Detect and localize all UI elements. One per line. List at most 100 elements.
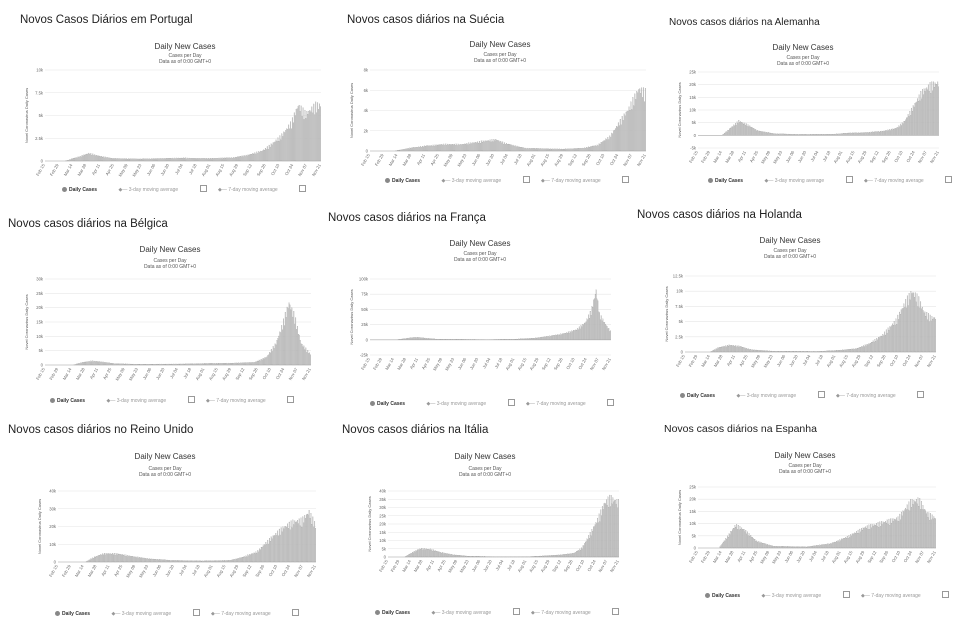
legend-daily[interactable]: Daily Cases xyxy=(385,178,430,184)
bar xyxy=(911,107,912,136)
bar xyxy=(249,362,251,366)
bar xyxy=(450,144,451,152)
legend-daily[interactable]: Daily Cases xyxy=(62,187,107,193)
legend-checkbox[interactable] xyxy=(199,185,207,192)
bar xyxy=(573,148,575,152)
bar xyxy=(869,343,871,353)
bar xyxy=(264,544,266,563)
legend-checkbox[interactable] xyxy=(612,608,620,615)
legend-checkbox[interactable] xyxy=(507,399,515,406)
chart-legend: Daily Cases ◆— 3-day moving average ◆— 7… xyxy=(375,608,629,616)
bar xyxy=(763,131,765,136)
bar xyxy=(502,141,504,152)
bar xyxy=(253,153,255,162)
x-tick-label: Feb 15 xyxy=(688,149,699,163)
legend-checkbox[interactable] xyxy=(187,396,195,403)
bar xyxy=(422,146,424,152)
bar xyxy=(832,542,834,549)
bar xyxy=(412,552,414,558)
legend-3day[interactable]: ◆— 3-day moving average xyxy=(431,610,492,616)
legend-3day[interactable]: ◆— 3-day moving average xyxy=(441,178,502,184)
legend-checkbox[interactable] xyxy=(299,185,307,192)
legend-7day[interactable]: ◆— 7-day moving average xyxy=(525,401,586,407)
legend-daily[interactable]: Daily Cases xyxy=(375,610,420,616)
bar xyxy=(447,553,449,558)
bar xyxy=(576,330,578,340)
legend-3day[interactable]: ◆— 3-day moving average xyxy=(111,611,172,617)
legend-checkbox[interactable] xyxy=(817,391,825,398)
bar xyxy=(596,298,598,340)
bar xyxy=(820,545,822,549)
bar xyxy=(723,345,725,353)
legend-3day[interactable]: ◆— 3-day moving average xyxy=(764,178,825,184)
x-tick-label: Jul 04 xyxy=(178,563,188,576)
legend-daily[interactable]: Daily Cases xyxy=(50,398,95,404)
bar xyxy=(608,507,610,558)
bar xyxy=(618,499,619,558)
legend-7day[interactable]: ◆— 7-day moving average xyxy=(863,178,924,184)
chart-title: Daily New Cases xyxy=(774,451,836,460)
legend-3day[interactable]: ◆— 3-day moving average xyxy=(761,593,822,599)
bar xyxy=(852,534,854,549)
legend-checkbox[interactable] xyxy=(945,176,953,183)
legend-7day[interactable]: ◆— 7-day moving average xyxy=(540,178,601,184)
bar xyxy=(906,117,907,136)
bar xyxy=(297,523,299,563)
x-tick-label: Nov 21 xyxy=(609,558,620,573)
legend-7day[interactable]: ◆— 7-day moving average xyxy=(835,393,896,399)
legend-7day[interactable]: ◆— 7-day moving average xyxy=(530,610,591,616)
legend-3day[interactable]: ◆— 3-day moving average xyxy=(118,187,179,193)
y-tick-label: 5k xyxy=(39,348,44,353)
bar xyxy=(887,129,889,136)
legend-7day[interactable]: ◆— 7-day moving average xyxy=(217,187,278,193)
bar xyxy=(294,520,296,563)
x-tick-label: Feb 29 xyxy=(48,366,59,380)
bar xyxy=(564,554,565,558)
bar xyxy=(80,362,82,366)
legend-checkbox[interactable] xyxy=(192,609,200,616)
panel-heading: Novos casos diários na França xyxy=(328,212,486,224)
bar xyxy=(885,130,887,136)
bar xyxy=(433,145,435,152)
legend-3day[interactable]: ◆— 3-day moving average xyxy=(426,401,487,407)
legend-checkbox[interactable] xyxy=(917,391,925,398)
legend-daily[interactable]: Daily Cases xyxy=(705,593,750,599)
legend-7day[interactable]: ◆— 7-day moving average xyxy=(205,398,266,404)
bar xyxy=(732,529,733,549)
bar xyxy=(860,531,862,549)
legend-dot-icon xyxy=(370,401,375,406)
legend-checkbox[interactable] xyxy=(842,591,850,598)
bar xyxy=(836,540,837,549)
legend-7day[interactable]: ◆— 7-day moving average xyxy=(210,611,271,617)
legend-checkbox[interactable] xyxy=(622,176,630,183)
legend-checkbox[interactable] xyxy=(292,609,300,616)
bar xyxy=(548,148,550,152)
x-tick-label: Jun 06 xyxy=(785,149,796,163)
legend-3day[interactable]: ◆— 3-day moving average xyxy=(736,393,797,399)
bar xyxy=(888,329,890,353)
legend-checkbox[interactable] xyxy=(512,608,520,615)
bar xyxy=(225,157,227,162)
legend-3day[interactable]: ◆— 3-day moving average xyxy=(106,398,167,404)
legend-7day[interactable]: ◆— 7-day moving average xyxy=(860,593,921,599)
legend-checkbox[interactable] xyxy=(522,176,530,183)
legend-daily[interactable]: Daily Cases xyxy=(708,178,753,184)
bar xyxy=(843,538,845,549)
legend-checkbox[interactable] xyxy=(287,396,295,403)
bar xyxy=(623,113,625,152)
legend-daily[interactable]: Daily Cases xyxy=(370,401,415,407)
bar xyxy=(279,331,281,366)
bar xyxy=(207,158,209,162)
bar xyxy=(254,362,256,366)
legend-checkbox[interactable] xyxy=(607,399,615,406)
legend-daily[interactable]: Daily Cases xyxy=(680,393,725,399)
bar xyxy=(245,555,247,563)
legend-daily[interactable]: Daily Cases xyxy=(55,611,100,617)
legend-checkbox[interactable] xyxy=(942,591,950,598)
bar xyxy=(589,311,591,340)
bar xyxy=(898,319,900,353)
x-tick-label: Oct 24 xyxy=(577,356,588,370)
legend-checkbox[interactable] xyxy=(845,176,853,183)
bar xyxy=(263,149,264,162)
bar xyxy=(512,144,514,152)
